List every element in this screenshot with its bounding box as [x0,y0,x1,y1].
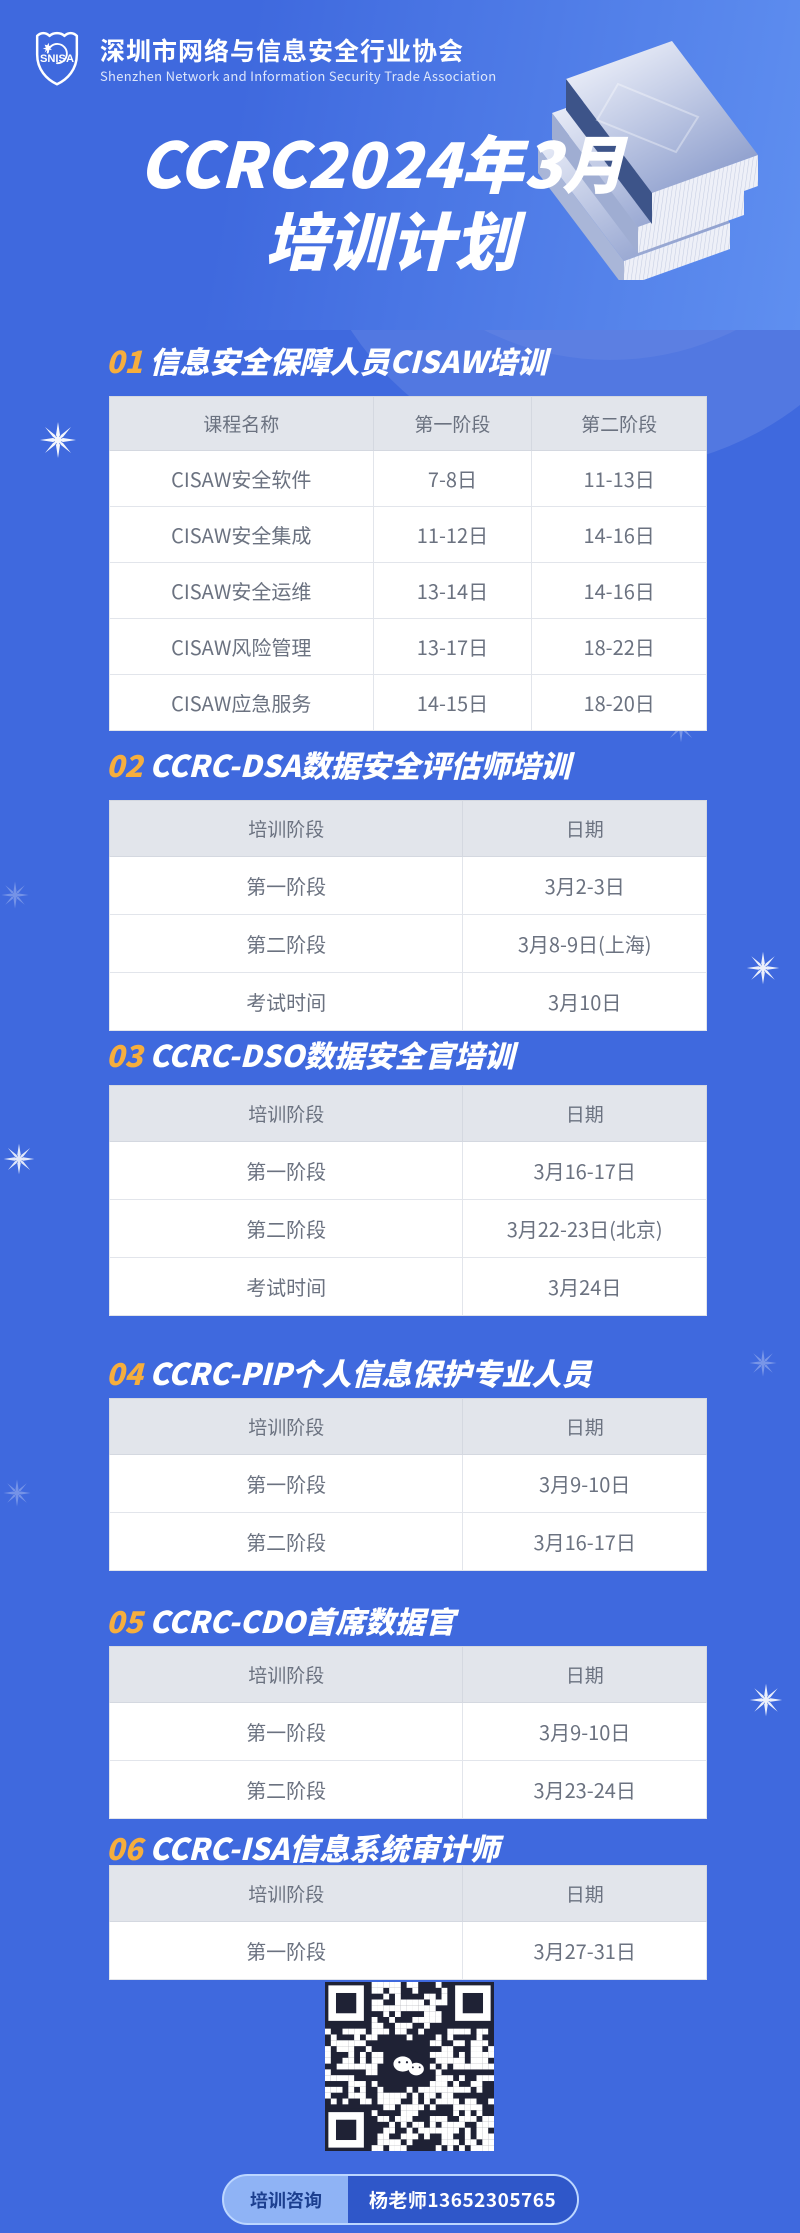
svg-text:SNISA: SNISA [40,53,74,65]
